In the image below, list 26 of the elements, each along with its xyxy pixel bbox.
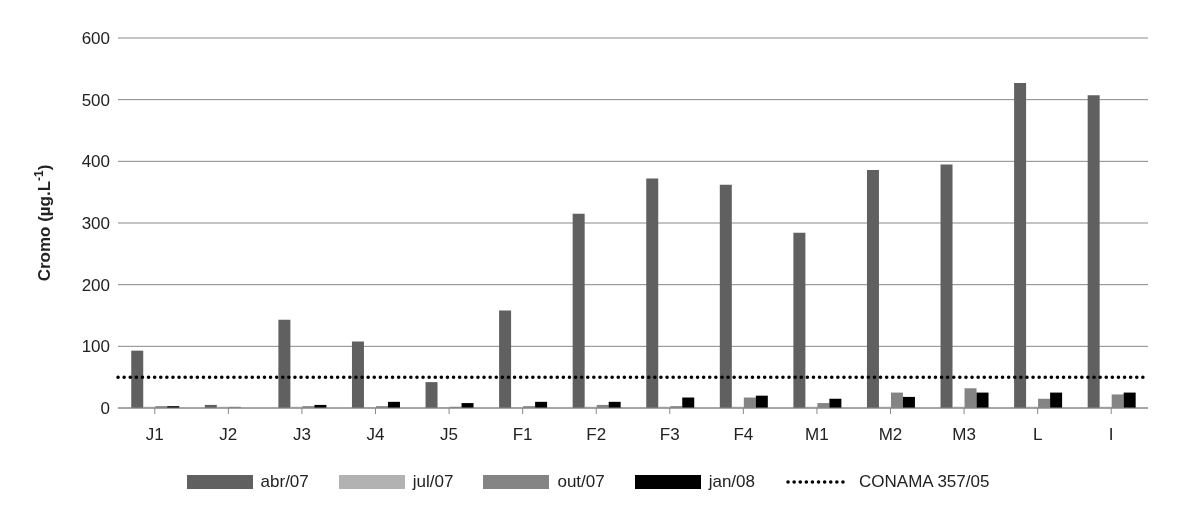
y-tick-label: 500: [81, 90, 110, 110]
y-tick-label: 0: [100, 399, 110, 419]
x-tick-label: M1: [805, 425, 829, 445]
y-tick-label: 400: [81, 152, 110, 172]
legend-label: out/07: [557, 472, 605, 492]
legend-label: CONAMA 357/05: [859, 472, 990, 492]
legend-label: abr/07: [260, 472, 309, 492]
x-tick-label: I: [1108, 425, 1114, 445]
legend-label: jul/07: [412, 472, 454, 492]
x-tick-label: J2: [219, 425, 238, 445]
x-tick-label: M3: [952, 425, 976, 445]
x-tick-label: F3: [659, 425, 680, 445]
x-tick-label: J4: [366, 425, 385, 445]
y-tick-label: 200: [81, 275, 110, 295]
x-tick-label: J1: [145, 425, 164, 445]
y-tick-label: 300: [81, 214, 110, 234]
y-tick-label: 600: [81, 29, 110, 49]
y-tick-label: 100: [81, 337, 110, 357]
x-tick-label: J5: [440, 425, 459, 445]
x-tick-label: M2: [878, 425, 903, 445]
legend-label: jan/08: [708, 472, 756, 492]
x-tick-label: F4: [733, 425, 754, 445]
x-tick-label: F2: [586, 425, 607, 445]
x-tick-label: F1: [512, 425, 533, 445]
x-tick-label: J3: [292, 425, 311, 445]
x-tick-label: L: [1032, 425, 1043, 445]
